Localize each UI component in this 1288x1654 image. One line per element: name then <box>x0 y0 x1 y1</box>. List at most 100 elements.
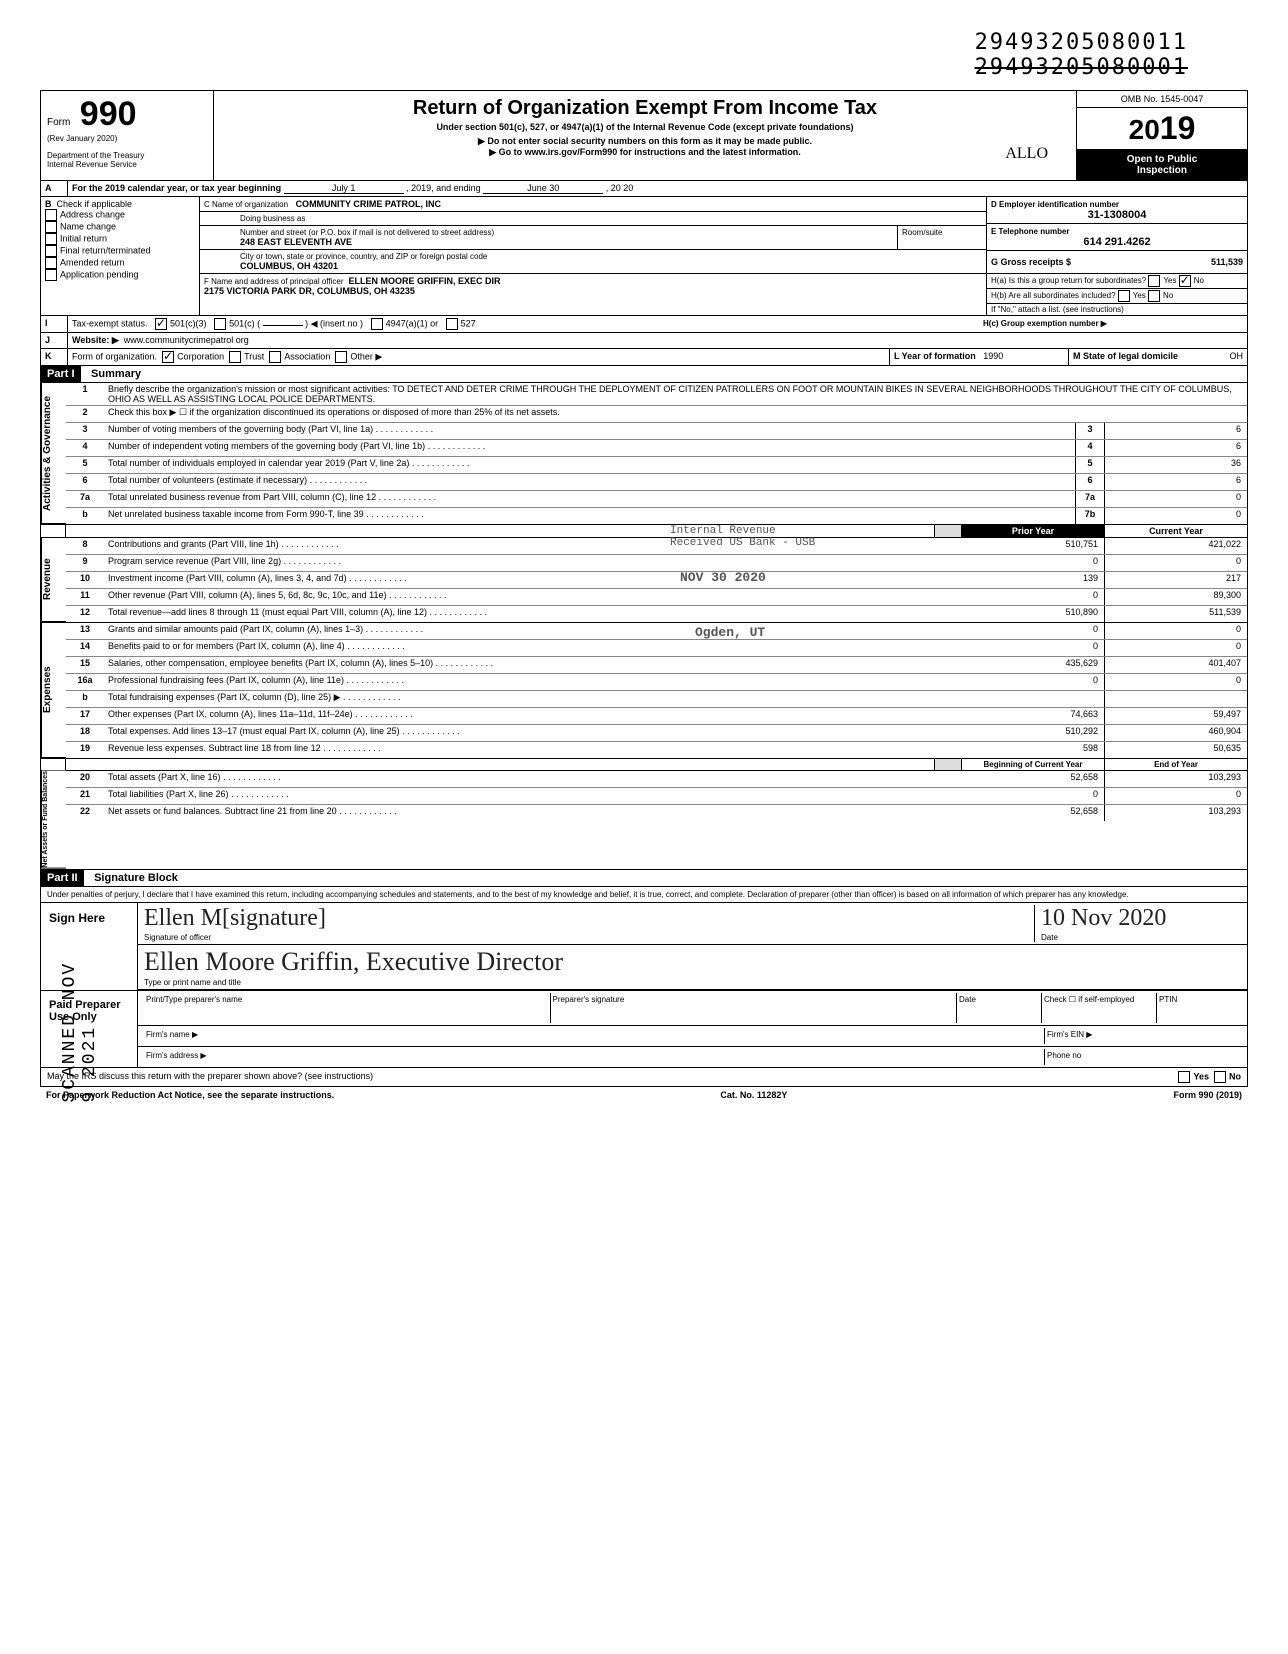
cb-name[interactable] <box>45 221 57 233</box>
summary-line: 18 Total expenses. Add lines 13–17 (must… <box>66 725 1247 742</box>
cb-address[interactable] <box>45 209 57 221</box>
ha-label: H(a) Is this a group return for subordin… <box>991 276 1146 285</box>
cb-501c[interactable] <box>214 318 226 330</box>
line-num: 15 <box>66 657 104 673</box>
irs-no: No <box>1229 1071 1241 1081</box>
line-text: Investment income (Part VIII, column (A)… <box>104 572 962 588</box>
line1-num: 1 <box>66 383 104 405</box>
firm-name-label: Firm's name ▶ <box>144 1028 1045 1044</box>
a-end2: , 20 20 <box>606 183 634 193</box>
opt-amended: Amended return <box>60 257 125 267</box>
cb-527[interactable] <box>446 318 458 330</box>
summary-line: 9 Program service revenue (Part VIII, li… <box>66 555 1247 572</box>
hb-label: H(b) Are all subordinates included? <box>991 291 1116 300</box>
firm-addr-label: Firm's address ▶ <box>144 1049 1045 1065</box>
omb-number: OMB No. 1545-0047 <box>1077 91 1247 108</box>
gov-line: 5 Total number of individuals employed i… <box>66 457 1247 474</box>
current-value: 0 <box>1105 674 1247 690</box>
summary-line: 13 Grants and similar amounts paid (Part… <box>66 623 1247 640</box>
c-label: C Name of organization <box>204 200 288 209</box>
line-num: 6 <box>66 474 104 490</box>
website-value: www.communitycrimepatrol org <box>124 335 249 345</box>
gov-line: 6 Total number of volunteers (estimate i… <box>66 474 1247 491</box>
cb-pending[interactable] <box>45 269 57 281</box>
cb-hb-yes[interactable] <box>1118 290 1130 302</box>
cb-final[interactable] <box>45 245 57 257</box>
ha-no: No <box>1194 276 1204 285</box>
line-num: 22 <box>66 805 104 821</box>
current-value: 59,497 <box>1105 708 1247 724</box>
city-label: City or town, state or province, country… <box>240 252 982 261</box>
prior-value <box>962 691 1105 707</box>
exp-section: Expenses 13 Grants and similar amounts p… <box>40 623 1248 759</box>
form-990-title: Form 990 <box>47 95 207 134</box>
subtitle: Under section 501(c), 527, or 4947(a)(1)… <box>220 122 1070 132</box>
cb-irs-no[interactable] <box>1214 1071 1226 1083</box>
cb-501c3[interactable] <box>155 318 167 330</box>
sig-date-value: 10 Nov 2020 <box>1041 905 1166 931</box>
l-value: 1990 <box>983 351 1003 361</box>
current-value: 50,635 <box>1105 742 1247 758</box>
line-value: 36 <box>1105 457 1247 473</box>
opt-501c-b: ) ◀ (insert no ) <box>305 318 363 328</box>
cb-ha-no[interactable] <box>1179 275 1191 287</box>
irs-discuss-row: May the IRS discuss this return with the… <box>40 1068 1248 1087</box>
ein-value: 31-1308004 <box>991 209 1243 221</box>
line-num: 18 <box>66 725 104 741</box>
line-box: 7b <box>1075 508 1105 524</box>
col-prior: Prior Year <box>962 525 1105 537</box>
note1: ▶ Do not enter social security numbers o… <box>220 136 1070 147</box>
prior-value: 0 <box>962 623 1105 639</box>
sign-here-block: Sign Here Ellen M[signature] Signature o… <box>40 903 1248 991</box>
cb-4947[interactable] <box>371 318 383 330</box>
line-num: 16a <box>66 674 104 690</box>
cb-assoc[interactable] <box>269 351 281 363</box>
cb-ha-yes[interactable] <box>1148 275 1160 287</box>
opt-other: Other ▶ <box>350 351 382 361</box>
a-end: June 30 <box>483 183 603 194</box>
city-value: COLUMBUS, OH 43201 <box>240 261 338 271</box>
line-i: I Tax-exempt status. 501(c)(3) 501(c) ( … <box>40 316 1248 333</box>
header-left: Form 990 (Rev January 2020) Department o… <box>41 91 214 180</box>
line1-text: Briefly describe the organization's miss… <box>104 383 1247 405</box>
open2: Inspection <box>1137 165 1187 176</box>
line-jk: J Website: ▶ www.communitycrimepatrol or… <box>40 333 1248 349</box>
summary-line: 22 Net assets or fund balances. Subtract… <box>66 805 1247 821</box>
current-value: 460,904 <box>1105 725 1247 741</box>
cb-other[interactable] <box>335 351 347 363</box>
current-value: 0 <box>1105 623 1247 639</box>
line-text: Total assets (Part X, line 16) <box>104 771 962 787</box>
line-value: 0 <box>1105 491 1247 507</box>
cb-corp[interactable] <box>162 351 174 363</box>
line-box: 4 <box>1075 440 1105 456</box>
line2-num: 2 <box>66 406 104 422</box>
prior-value: 0 <box>962 640 1105 656</box>
cb-irs-yes[interactable] <box>1178 1071 1190 1083</box>
line-num: 17 <box>66 708 104 724</box>
opt-address: Address change <box>60 209 125 219</box>
j-label: J <box>41 333 68 348</box>
rev-date: (Rev January 2020) <box>47 134 207 143</box>
open-inspection: Open to Public Inspection <box>1077 150 1247 180</box>
stamp-s1b: Received US Bank - USB <box>670 537 815 549</box>
a-text: For the 2019 calendar year, or tax year … <box>72 183 281 193</box>
cb-trust[interactable] <box>229 351 241 363</box>
cb-hb-no[interactable] <box>1148 290 1160 302</box>
cb-initial[interactable] <box>45 233 57 245</box>
summary-line: 21 Total liabilities (Part X, line 26) 0… <box>66 788 1247 805</box>
room-label: Room/suite <box>897 226 986 249</box>
summary-line: 20 Total assets (Part X, line 16) 52,658… <box>66 771 1247 788</box>
line-num: 20 <box>66 771 104 787</box>
i-text: Tax-exempt status. <box>72 318 148 328</box>
form-footer: Form 990 (2019) <box>1173 1090 1242 1100</box>
cb-amended[interactable] <box>45 257 57 269</box>
opt-501c3: 501(c)(3) <box>170 318 207 328</box>
h-note: If "No," attach a list. (see instruction… <box>987 304 1247 315</box>
current-value: 511,539 <box>1105 606 1247 622</box>
line-box: 3 <box>1075 423 1105 439</box>
prior-value: 598 <box>962 742 1105 758</box>
sidebar-rev: Revenue <box>41 538 66 622</box>
ptin-label: PTIN <box>1157 993 1241 1023</box>
penalty-text: Under penalties of perjury, I declare th… <box>40 887 1248 903</box>
net-section: Net Assets or Fund Balances 20 Total ass… <box>40 771 1248 870</box>
